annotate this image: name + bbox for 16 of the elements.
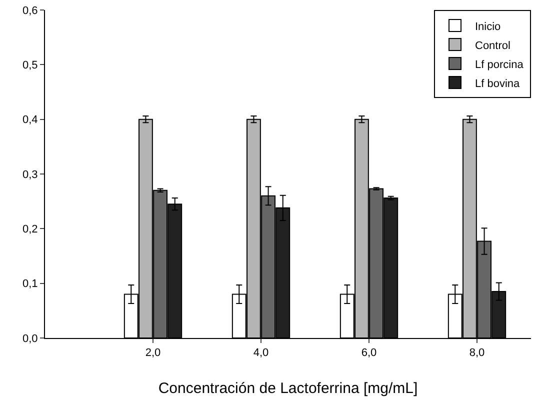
y-tick-label: 0,4 (22, 114, 38, 126)
legend-label: Lf porcina (475, 58, 524, 71)
y-tick-label: 0,5 (22, 60, 38, 72)
x-tick-label: 6,0 (361, 347, 377, 360)
x-tick-label: 4,0 (253, 347, 269, 360)
legend-label: Control (475, 40, 510, 52)
y-tick-label: 0,1 (22, 278, 38, 290)
x-tick-label: 8,0 (469, 347, 485, 360)
y-tick-label: 0,0 (22, 332, 38, 345)
x-axis-title: Concentración de Lactoferrina [mg/mL] (158, 380, 418, 397)
y-tick-label: 0,3 (22, 168, 38, 181)
y-tick-label: 0,6 (22, 4, 38, 17)
y-tick-label: 0,2 (22, 224, 38, 236)
legend-label: Lf bovina (475, 78, 521, 90)
x-tick-label: 2,0 (145, 347, 161, 360)
legend-label: Inicio (475, 20, 501, 33)
